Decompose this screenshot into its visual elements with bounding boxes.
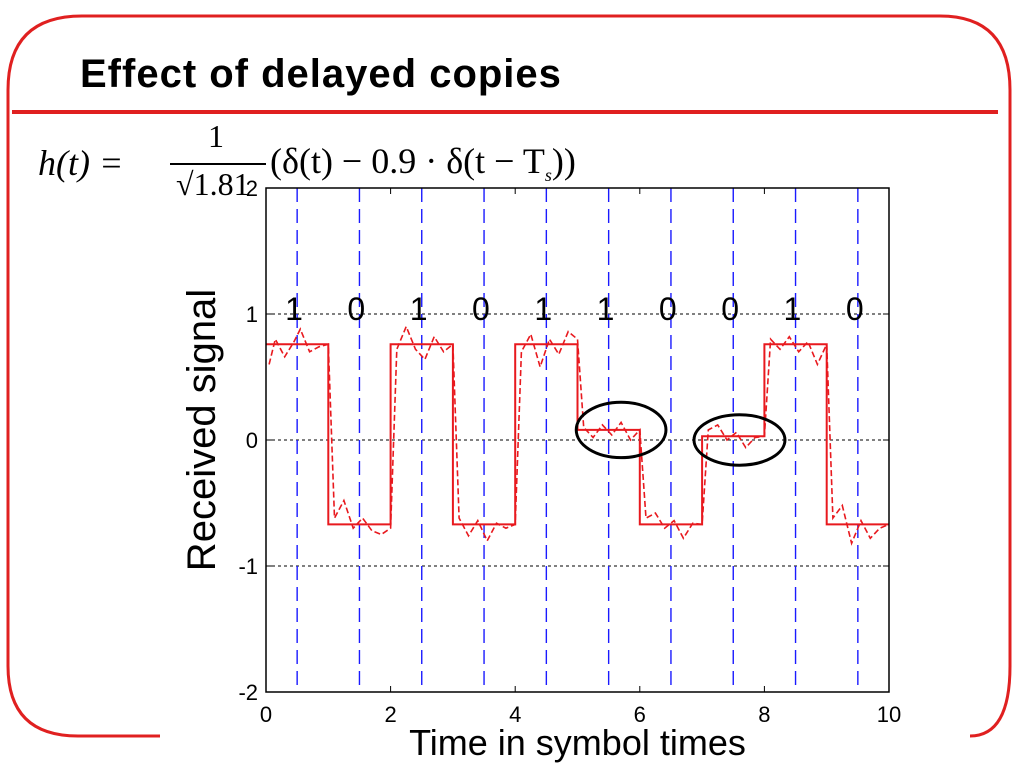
y-tick-label: -2 — [238, 680, 258, 705]
noisy-signal-line — [268, 324, 890, 546]
bit-label: 0 — [721, 291, 739, 327]
y-tick-label: -1 — [238, 554, 258, 579]
slide-title: Effect of delayed copies — [80, 52, 562, 96]
bit-label: 1 — [784, 291, 802, 327]
x-tick-label: 10 — [877, 702, 901, 727]
formula-lhs: h(t) = — [38, 143, 124, 183]
bit-label: 1 — [534, 291, 552, 327]
y-tick-label: 1 — [246, 302, 258, 327]
x-tick-label: 0 — [260, 702, 272, 727]
y-tick-label: 0 — [246, 428, 258, 453]
bit-label: 1 — [285, 291, 303, 327]
grid-layer — [266, 313, 889, 567]
formula-rhs-subscript: s — [544, 165, 552, 186]
formula-rhs: (δ(t) − 0.9 · δ(t − Ts)) — [270, 140, 576, 186]
bit-label: 1 — [597, 291, 615, 327]
bit-label: 0 — [472, 291, 490, 327]
bit-label: 0 — [659, 291, 677, 327]
impulse-response-formula: h(t) = 1 √1.81 (δ(t) − 0.9 · δ(t − Ts)) — [38, 118, 576, 218]
symbol-boundary-layer — [296, 188, 859, 692]
frame-border — [6, 14, 1012, 738]
formula-rhs-prefix: (δ(t) − 0.9 · δ(t − T — [270, 141, 545, 181]
annotation-layer — [574, 400, 787, 467]
highlight-ellipse — [574, 400, 668, 460]
x-tick-label: 8 — [758, 702, 770, 727]
x-axis-label: Time in symbol times — [409, 722, 746, 763]
ideal-signal-line — [266, 343, 889, 526]
fraction-bar — [170, 163, 266, 165]
x-tick-label: 2 — [384, 702, 396, 727]
series-layer — [266, 324, 890, 546]
bit-label: 1 — [410, 291, 428, 327]
bit-label: 0 — [846, 291, 864, 327]
y-tick-label: 2 — [246, 176, 258, 201]
y-axis-label: Received signal — [180, 289, 224, 571]
formula-numerator: 1 — [208, 118, 224, 154]
x-tick-label: 6 — [634, 702, 646, 727]
bit-label: 0 — [347, 291, 365, 327]
bit-label-layer: 1 0 1 0 1 1 0 0 1 0 — [285, 291, 863, 327]
x-tick-label: 4 — [509, 702, 521, 727]
formula-denominator: √1.81 — [176, 166, 250, 202]
formula-rhs-suffix: )) — [551, 141, 576, 181]
highlight-ellipse — [692, 413, 787, 467]
